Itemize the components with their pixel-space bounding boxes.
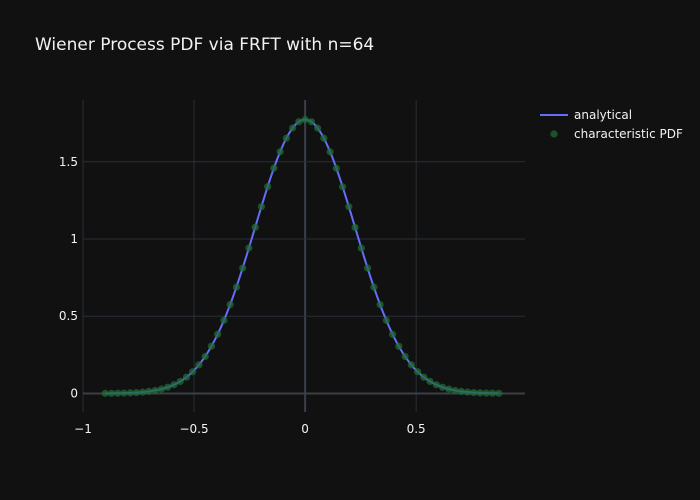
series-characteristic-pdf-point	[382, 316, 390, 324]
series-characteristic-pdf-point	[276, 148, 284, 156]
series-characteristic-pdf-point	[445, 385, 453, 393]
series-characteristic-pdf-point	[220, 316, 228, 324]
series-characteristic-pdf-point	[470, 388, 478, 397]
series-characteristic-pdf-point	[295, 118, 303, 126]
series-characteristic-pdf-point	[339, 183, 347, 191]
series-characteristic-pdf-point	[107, 389, 116, 397]
series-characteristic-pdf-point	[307, 118, 315, 126]
legend-marker-swatch	[550, 130, 558, 138]
series-characteristic-pdf-point	[289, 124, 297, 132]
series-characteristic-pdf-point	[232, 283, 241, 291]
y-axis-ticks: 0 0.5 1 1.5	[59, 155, 78, 401]
series-characteristic-pdf-point	[176, 377, 184, 386]
chart-title: Wiener Process PDF via FRFT with n=64	[35, 35, 374, 55]
y-tick-label: 0.5	[59, 309, 78, 323]
x-tick-label: 0.5	[407, 422, 426, 436]
x-tick-label: −1	[74, 422, 92, 436]
series-characteristic-pdf-point	[201, 352, 209, 360]
x-tick-label: 0	[301, 422, 309, 436]
series-characteristic-pdf-point	[357, 244, 365, 252]
series-characteristic-pdf-point	[407, 361, 415, 369]
series-characteristic-pdf-point	[270, 164, 278, 172]
series-characteristic-pdf-point	[114, 389, 122, 397]
series-characteristic-pdf-point	[251, 223, 259, 231]
y-tick-label: 1.5	[59, 155, 78, 169]
series-characteristic-pdf-point	[388, 330, 397, 338]
series-characteristic-pdf-point	[482, 389, 490, 397]
legend-label: analytical	[574, 108, 632, 122]
series-characteristic-pdf-point	[214, 330, 222, 338]
series-characteristic-pdf-point	[451, 386, 459, 395]
series-characteristic-pdf-point	[170, 381, 178, 389]
series-characteristic-pdf-point	[463, 388, 472, 396]
legend-item[interactable]: analytical	[540, 108, 632, 122]
series-characteristic-pdf-point	[264, 183, 272, 191]
series-characteristic-pdf-point	[151, 386, 159, 395]
series-characteristic-pdf-point	[376, 301, 384, 309]
legend[interactable]: analytical characteristic PDF	[540, 108, 683, 141]
series-characteristic-pdf-point	[370, 283, 378, 291]
series-characteristic-pdf-point	[345, 203, 353, 211]
series-characteristic-pdf-point	[314, 124, 322, 132]
series-characteristic-pdf-point	[132, 388, 141, 397]
series-characteristic-pdf-point	[476, 389, 484, 397]
series-characteristic-pdf-point	[301, 116, 309, 124]
series-characteristic-pdf-point	[495, 389, 503, 397]
series-characteristic-pdf-point	[351, 223, 359, 232]
series-characteristic-pdf-point	[207, 342, 216, 350]
series-characteristic-pdf-point	[282, 134, 290, 142]
series-characteristic-pdf-point	[189, 368, 197, 376]
series-characteristic-pdf-point	[488, 389, 497, 397]
series-characteristic-pdf-point	[420, 373, 428, 381]
x-axis-ticks: −1 −0.5 0 0.5	[74, 422, 426, 436]
series-characteristic-pdf-point	[226, 300, 234, 309]
series-characteristic-pdf-point	[145, 387, 153, 395]
plot-area	[101, 116, 503, 397]
series-characteristic-pdf-point	[413, 368, 422, 376]
series-characteristic-pdf-point	[164, 383, 172, 391]
series-characteristic-pdf-point	[101, 389, 109, 397]
x-tick-label: −0.5	[179, 422, 208, 436]
legend-item[interactable]: characteristic PDF	[550, 127, 683, 141]
series-characteristic-pdf-point	[438, 383, 447, 391]
legend-label: characteristic PDF	[574, 127, 683, 141]
series-characteristic-pdf-point	[120, 389, 128, 397]
y-tick-label: 0	[70, 386, 78, 400]
series-characteristic-pdf-point	[457, 387, 465, 395]
series-characteristic-pdf-point	[195, 361, 203, 369]
series-characteristic-pdf-point	[257, 203, 265, 211]
series-characteristic-pdf-point	[239, 264, 247, 272]
series-characteristic-pdf-point	[332, 164, 340, 172]
series-characteristic-pdf-point	[157, 385, 166, 393]
series-characteristic-pdf-point	[401, 352, 409, 361]
series-characteristic-pdf-point	[320, 134, 328, 142]
series-characteristic-pdf-point	[432, 381, 440, 389]
series-characteristic-pdf-point	[363, 264, 372, 272]
series-characteristic-pdf-point	[426, 377, 434, 386]
series-characteristic-pdf-point	[326, 148, 334, 156]
series-characteristic-pdf-point	[395, 342, 403, 350]
series-characteristic-pdf-point	[182, 373, 191, 381]
series-characteristic-pdf-point	[139, 388, 147, 396]
y-tick-label: 1	[70, 232, 78, 246]
series-characteristic-pdf-point	[245, 244, 253, 252]
series-characteristic-pdf-point	[126, 389, 134, 397]
